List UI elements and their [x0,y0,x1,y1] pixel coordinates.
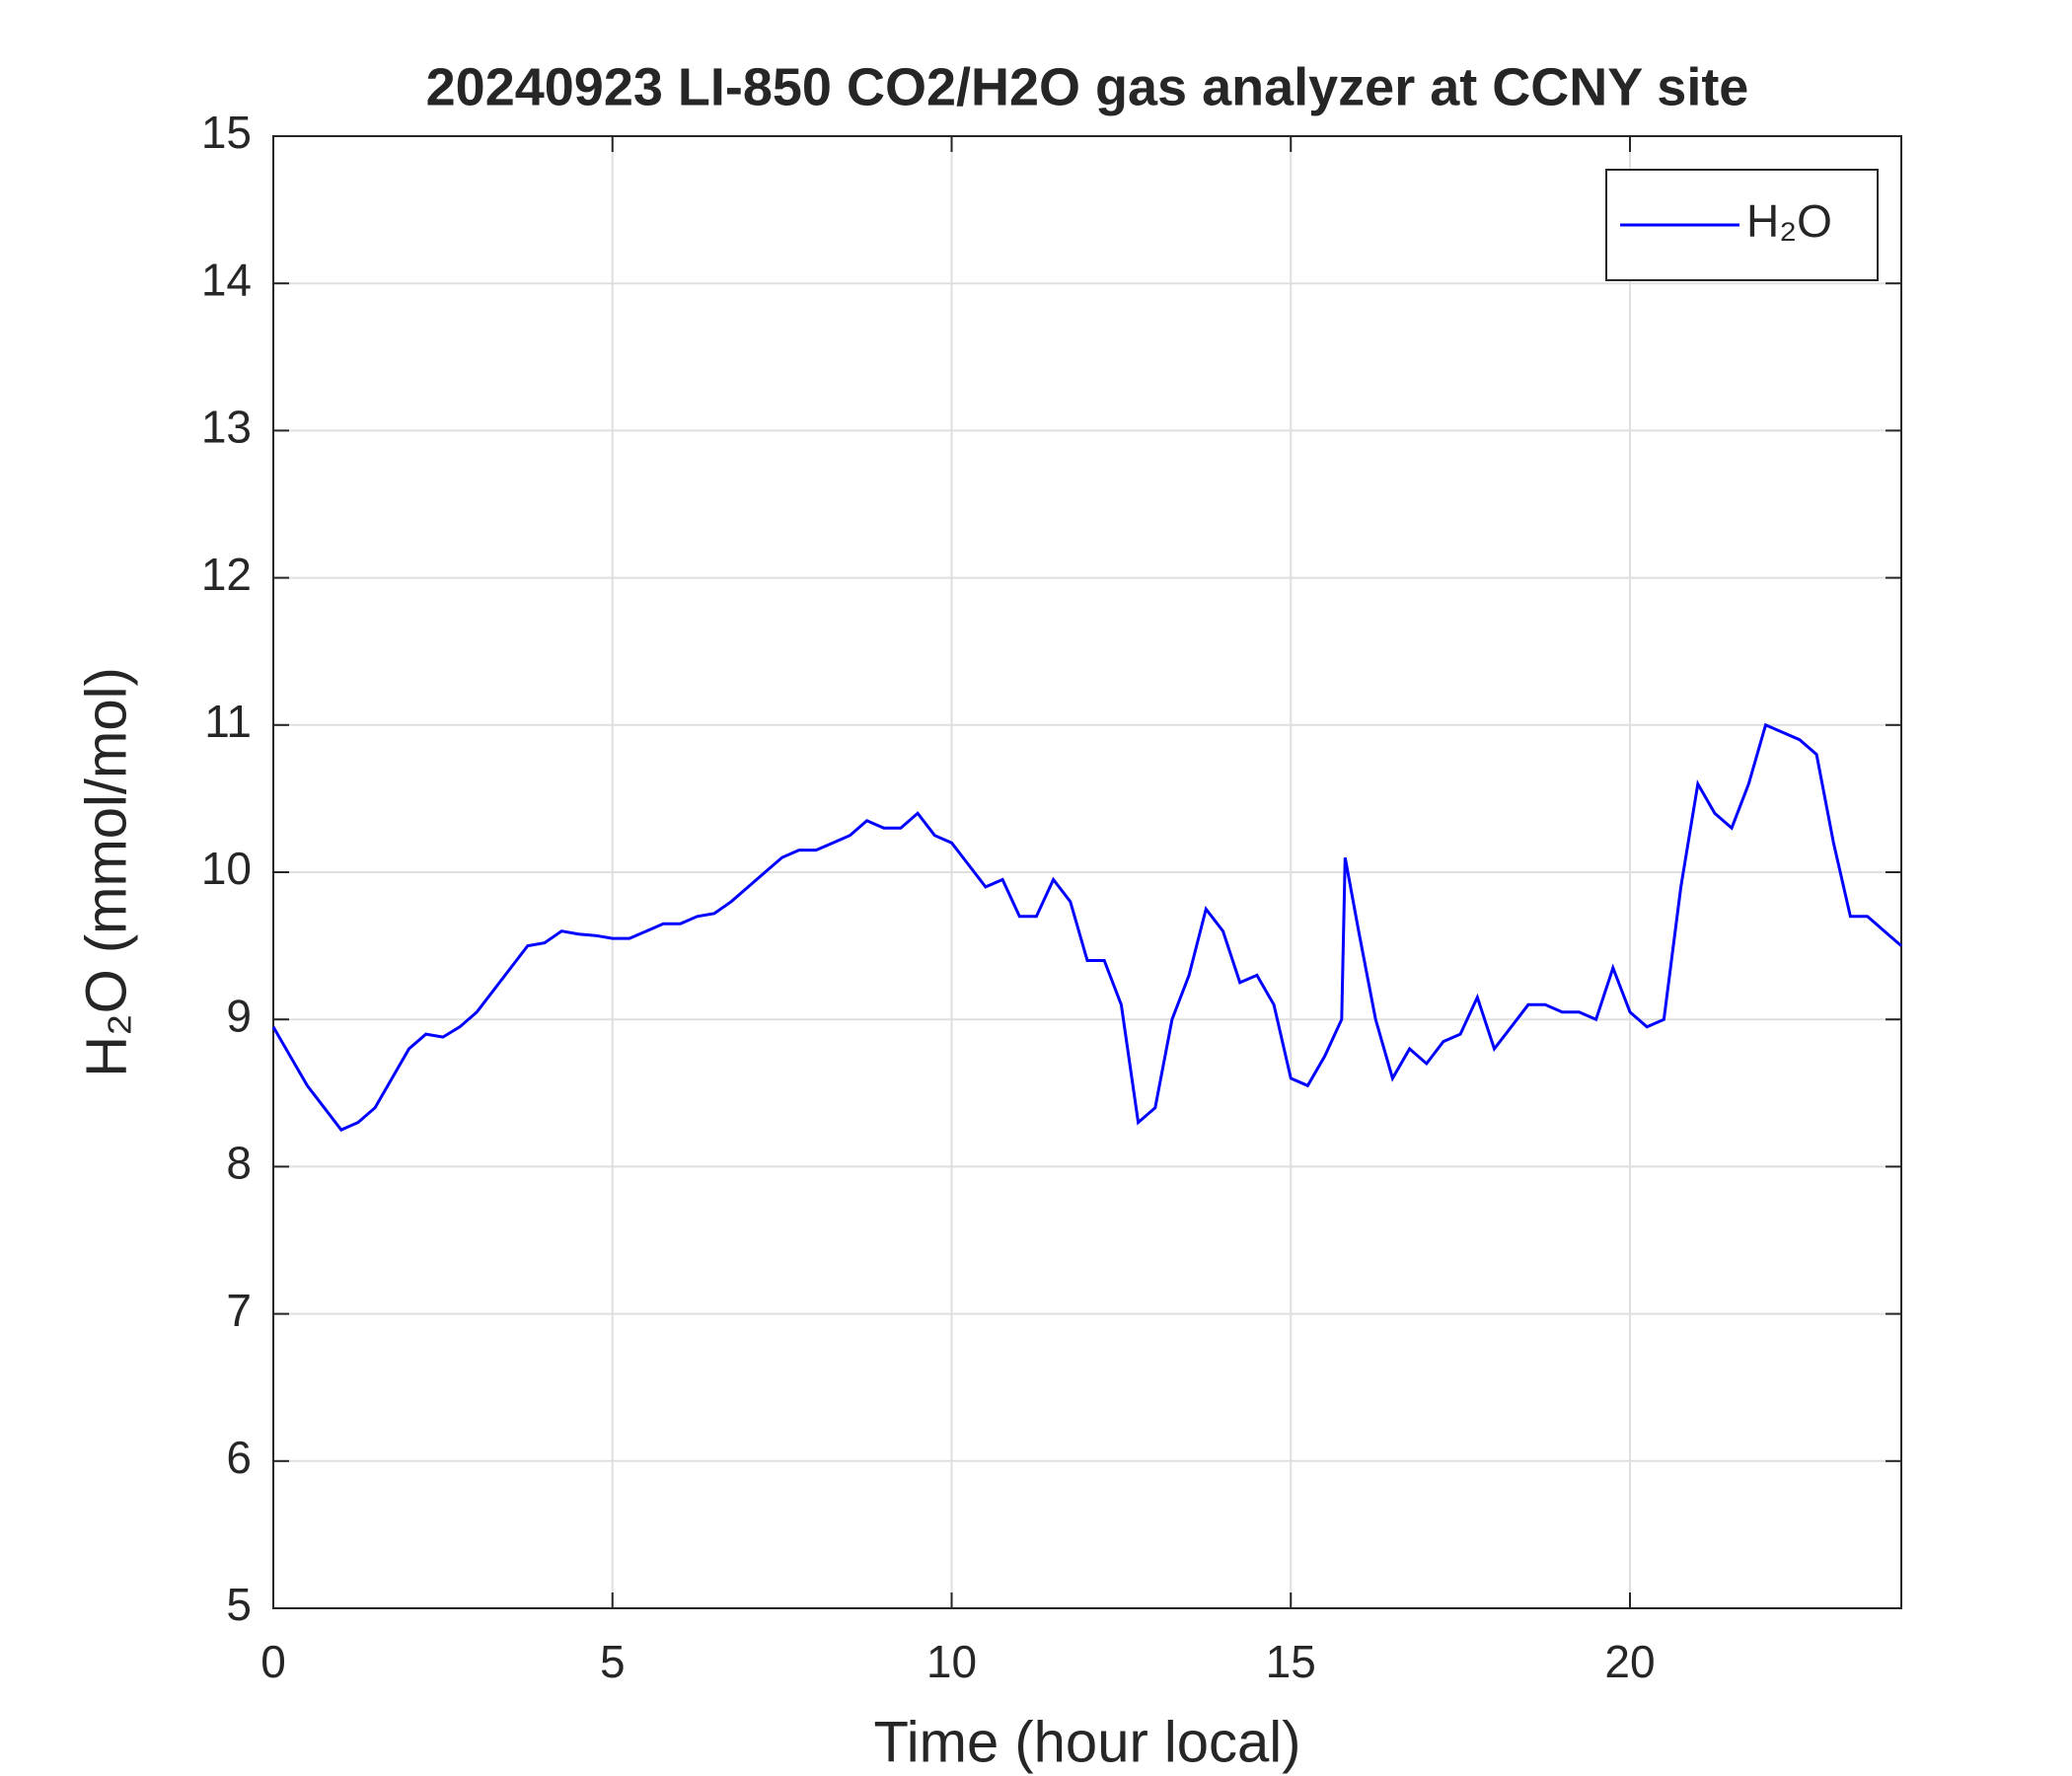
x-tick-label: 20 [1604,1636,1655,1687]
y-tick-label: 8 [226,1138,252,1189]
x-axis-label: Time (hour local) [874,1710,1301,1774]
y-tick-label: 14 [201,254,252,305]
x-tick-label: 15 [1266,1636,1316,1687]
y-tick-label: 13 [201,402,252,453]
x-tick-label: 0 [260,1636,286,1687]
x-tick-label: 10 [926,1636,977,1687]
y-tick-label: 9 [226,990,252,1041]
legend-label: H₂O [1746,195,1832,247]
y-tick-label: 11 [204,696,252,747]
plot-frame [272,135,1902,1609]
y-axis-label: H₂O (mmol/mol) [74,667,138,1077]
y-tick-label: 15 [201,107,252,158]
data-line [271,722,1902,1132]
y-tick-label: 5 [226,1579,252,1630]
y-tick-label: 6 [226,1432,252,1483]
x-tick-label: 5 [600,1636,626,1687]
chart-title: 20240923 LI-850 CO2/H2O gas analyzer at … [426,57,1749,116]
y-tick-label: 12 [201,549,252,600]
y-tick-label: 10 [201,843,252,894]
y-tick-label: 7 [226,1285,252,1336]
